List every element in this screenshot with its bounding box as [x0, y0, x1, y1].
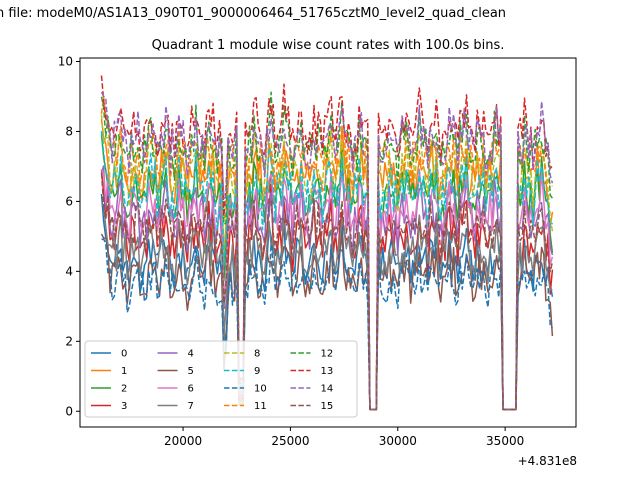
x-tick-label: 30000: [379, 434, 417, 448]
series-line-14: [100, 91, 554, 411]
series-line-13: [100, 75, 553, 411]
series-line-7: [101, 203, 553, 411]
series-line-6: [100, 168, 554, 411]
legend-label-9: 9: [254, 366, 260, 377]
x-tick-label: 20000: [164, 434, 202, 448]
legend-label-15: 15: [321, 401, 334, 412]
legend-label-4: 4: [188, 349, 194, 360]
legend-label-6: 6: [188, 384, 194, 395]
y-tick-label: 0: [65, 404, 73, 418]
legend-label-7: 7: [188, 401, 194, 412]
series-line-9: [100, 130, 554, 411]
plot-frame: [79, 57, 577, 428]
legend-label-2: 2: [121, 384, 127, 395]
legend-label-1: 1: [121, 366, 127, 377]
legend-label-14: 14: [321, 384, 334, 395]
x-tick-label: 35000: [486, 434, 524, 448]
legend-box: [84, 340, 358, 418]
y-tick-label: 10: [58, 54, 73, 68]
series-line-15: [100, 172, 554, 411]
y-tick-label: 2: [65, 334, 73, 348]
legend-label-5: 5: [188, 366, 194, 377]
legend-label-0: 0: [121, 349, 127, 360]
legend-label-10: 10: [254, 384, 267, 395]
y-tick-label: 4: [65, 264, 73, 278]
series-line-10: [101, 238, 554, 411]
series-line-3: [100, 169, 554, 411]
chart-suptitle: n file: modeM0/AS1A13_090T01_9000006464_…: [0, 6, 506, 21]
legend-label-11: 11: [254, 401, 267, 412]
series-line-5: [100, 233, 554, 411]
legend-label-3: 3: [121, 401, 127, 412]
x-offset-label: +4.831e8: [518, 454, 577, 468]
y-tick-label: 8: [65, 124, 73, 138]
legend-label-13: 13: [321, 366, 334, 377]
series-layer: [100, 75, 554, 411]
series-line-12: [100, 91, 554, 411]
legend-label-12: 12: [321, 349, 334, 360]
chart-title: Quadrant 1 module wise count rates with …: [152, 38, 505, 53]
y-tick-label: 6: [65, 194, 73, 208]
legend-label-8: 8: [254, 349, 260, 360]
x-tick-label: 25000: [271, 434, 309, 448]
